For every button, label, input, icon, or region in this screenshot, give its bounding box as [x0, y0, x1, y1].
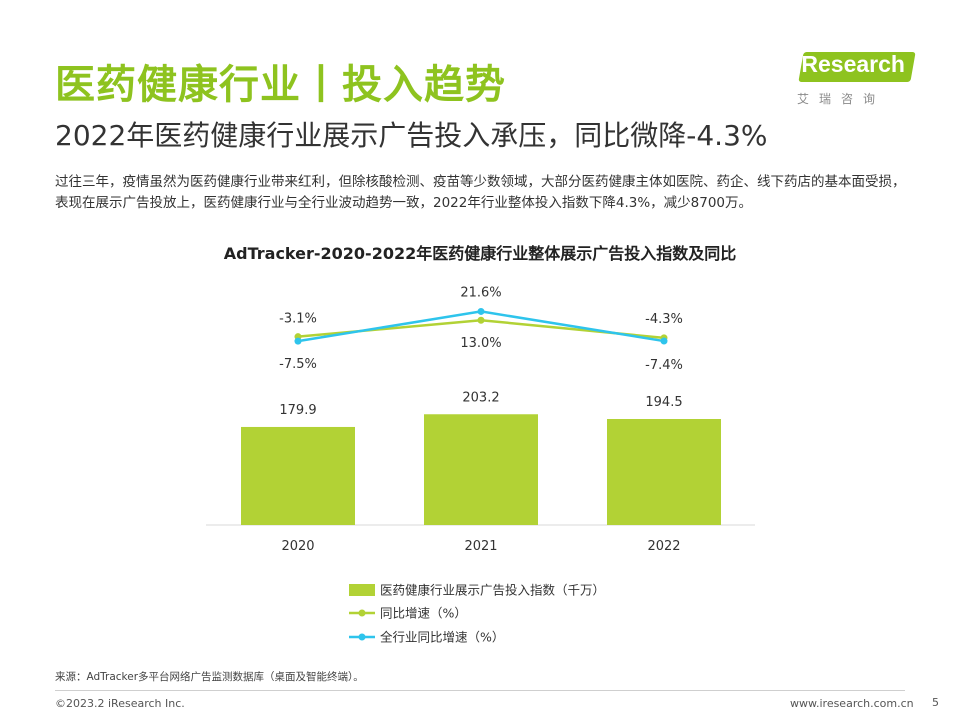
footer-divider [55, 690, 905, 691]
page-number: 5 [932, 696, 939, 709]
bar-2022 [607, 418, 721, 525]
bar-2021 [424, 414, 538, 525]
copyright: ©2023.2 iResearch Inc. [55, 697, 185, 710]
yoy-data-label: -3.1% [279, 312, 317, 327]
page-subtitle: 2022年医药健康行业展示广告投入承压，同比微降-4.3% [55, 119, 768, 152]
x-tick-label: 2020 [281, 539, 314, 554]
bar-value-label: 194.5 [645, 395, 682, 410]
all-industry-point [294, 337, 302, 345]
x-tick-label: 2021 [464, 539, 497, 554]
logo-subtext: 艾瑞咨询 [797, 92, 886, 106]
source-note: 来源：AdTracker多平台网络广告监测数据库（桌面及智能终端）。 [55, 671, 364, 683]
bar-value-label: 179.9 [279, 403, 316, 418]
legend-label: 全行业同比增速（%） [380, 630, 504, 645]
bar-value-label: 203.2 [462, 390, 499, 405]
all-industry-data-label: -7.5% [279, 357, 317, 372]
website: www.iresearch.com.cn [790, 697, 914, 710]
all-industry-data-label: 21.6% [460, 285, 501, 300]
x-tick-label: 2022 [647, 539, 680, 554]
iresearch-logo: iResearch 艾瑞咨询 [793, 46, 916, 108]
legend-label: 同比增速（%） [380, 606, 467, 621]
all-industry-point [660, 337, 668, 345]
yoy-point [477, 316, 485, 324]
bar-2020 [241, 426, 355, 525]
logo-text: iResearch [795, 51, 905, 77]
all-industry-point [477, 307, 485, 315]
legend-swatch-all-industry [349, 633, 375, 641]
all-industry-data-label: -7.4% [645, 358, 683, 373]
legend-swatch-yoy [349, 609, 375, 617]
yoy-data-label: -4.3% [645, 312, 683, 327]
chart-title: AdTracker-2020-2022年医药健康行业整体展示广告投入指数及同比 [224, 244, 736, 263]
legend-swatch-bar [349, 584, 375, 596]
yoy-data-label: 13.0% [460, 336, 501, 351]
page-title: 医药健康行业丨投入趋势 [55, 62, 506, 108]
legend-label: 医药健康行业展示广告投入指数（千万） [380, 583, 605, 598]
summary-paragraph: 过往三年，疫情虽然为医药健康行业带来红利，但除核酸检测、疫苗等少数领域，大部分医… [55, 174, 906, 211]
